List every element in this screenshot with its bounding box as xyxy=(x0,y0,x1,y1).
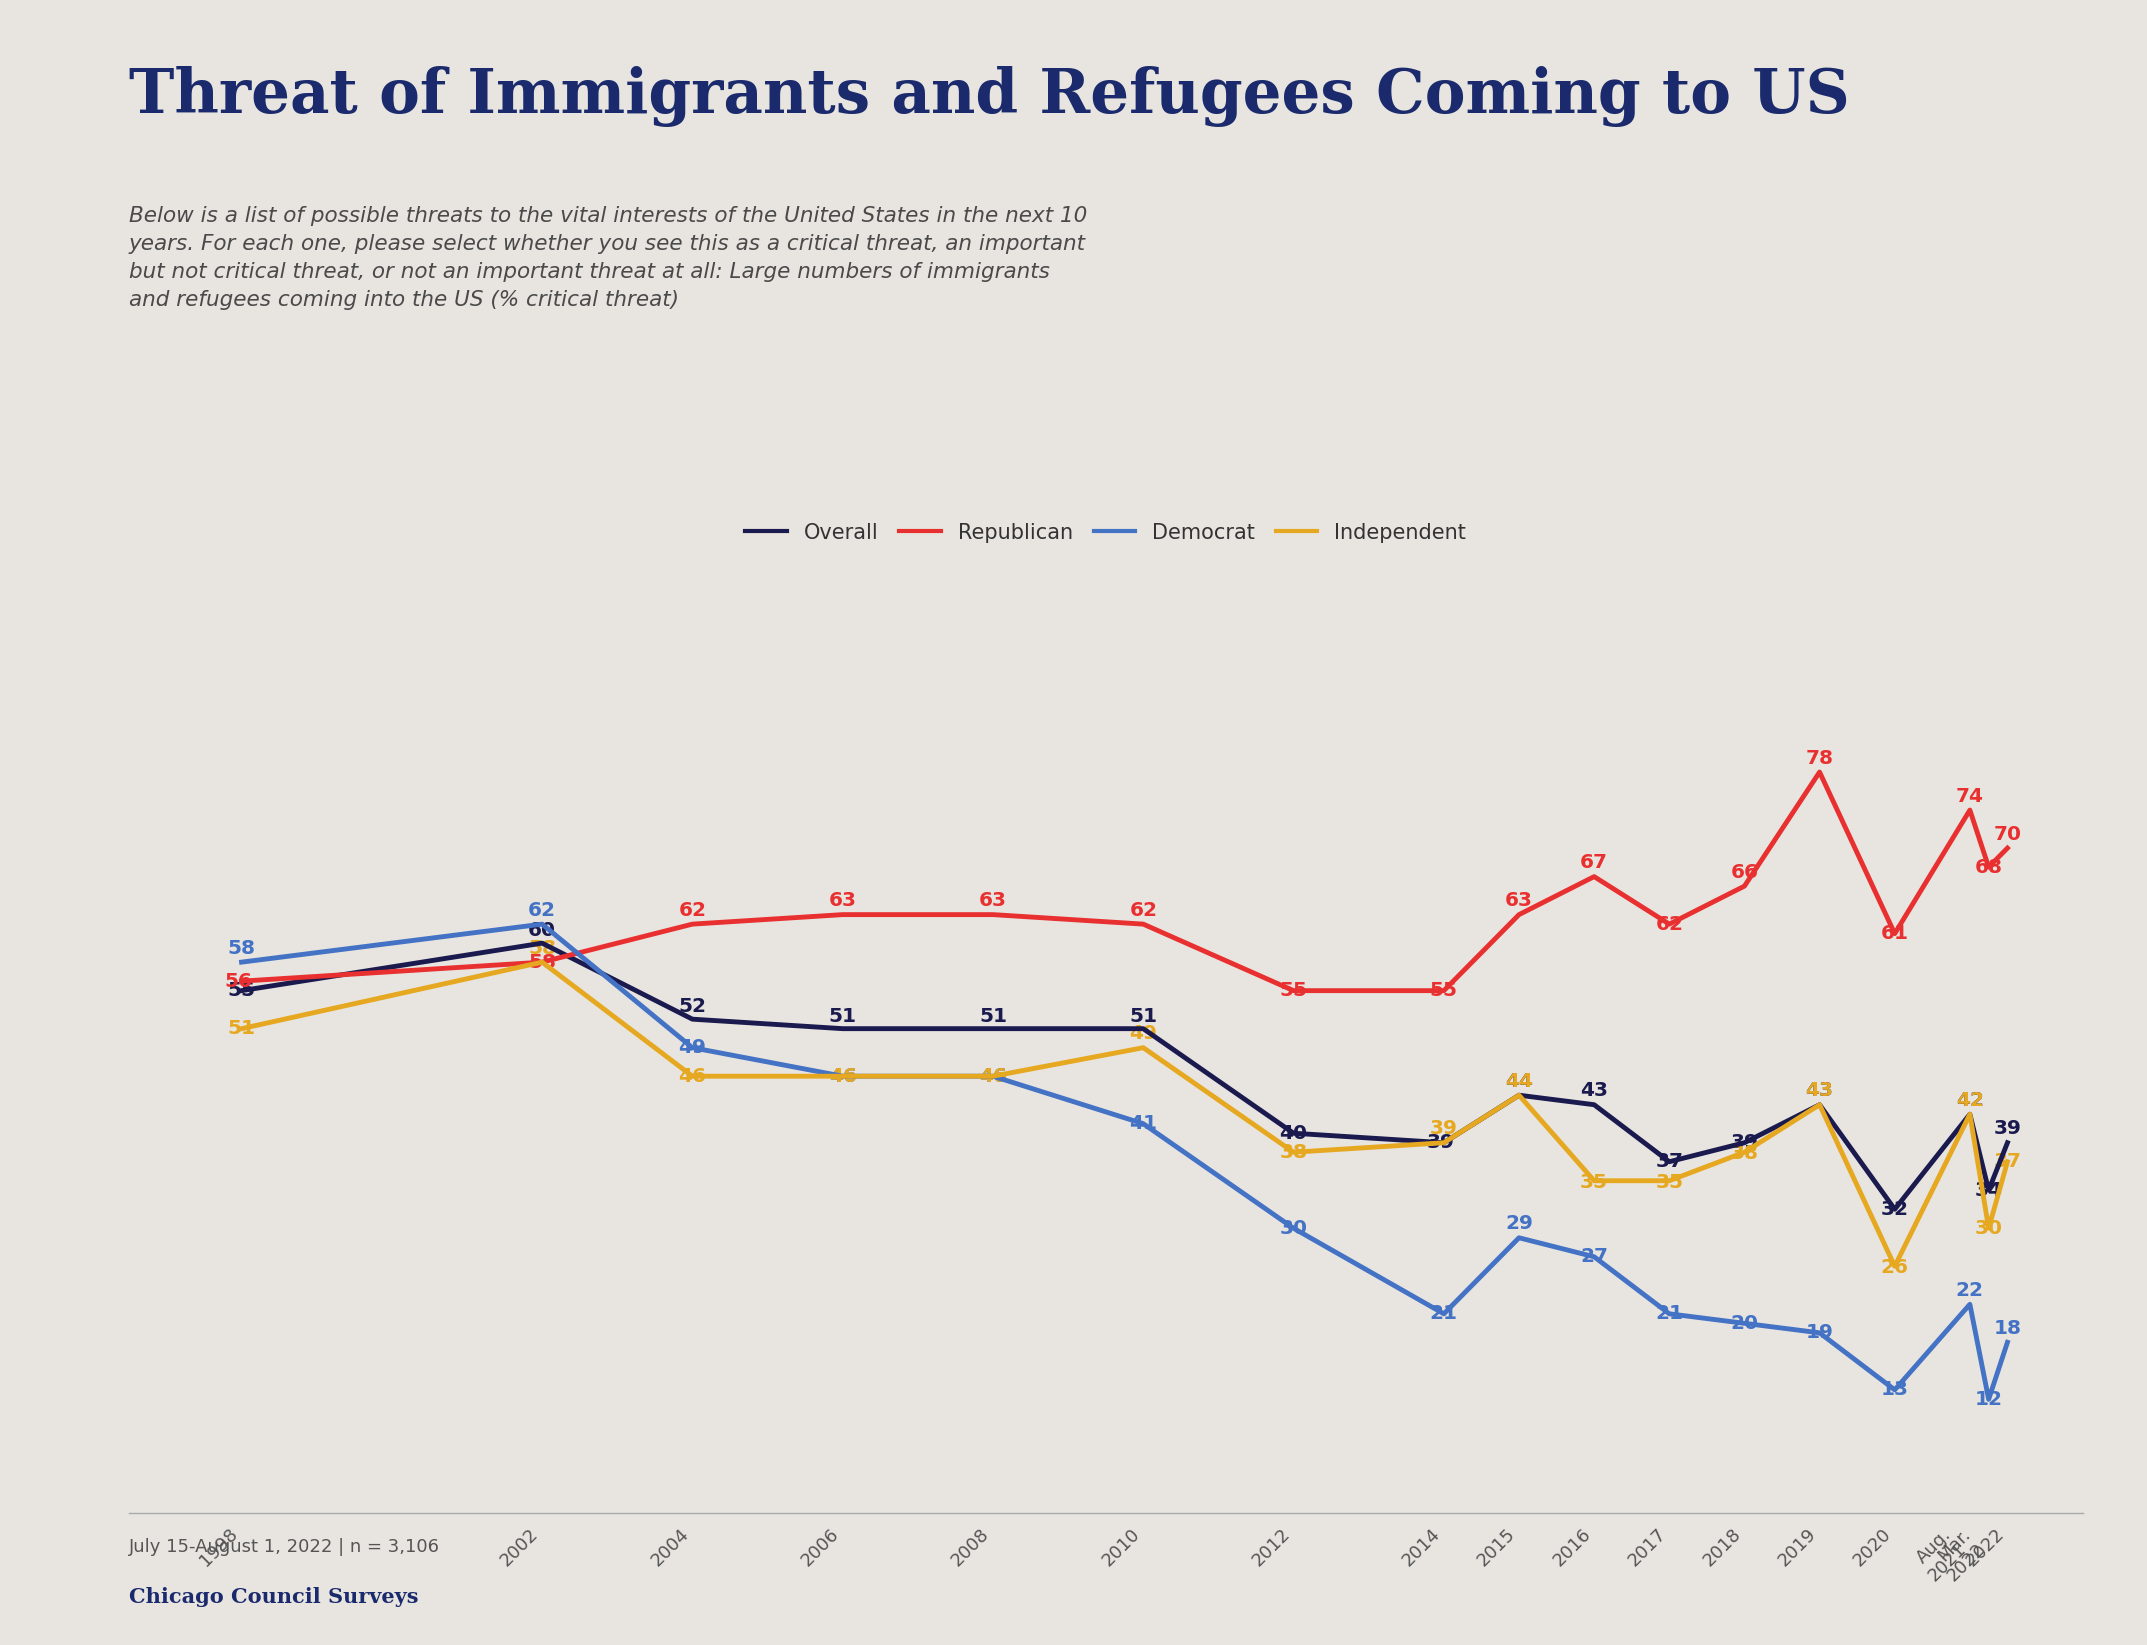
Text: 21: 21 xyxy=(1655,1304,1683,1323)
Text: Threat of Immigrants and Refugees Coming to US: Threat of Immigrants and Refugees Coming… xyxy=(129,66,1849,127)
Text: 66: 66 xyxy=(1730,862,1758,882)
Text: 38: 38 xyxy=(1280,1143,1308,1161)
Text: 42: 42 xyxy=(1956,1091,1984,1110)
Text: 63: 63 xyxy=(829,892,857,910)
Text: Below is a list of possible threats to the vital interests of the United States : Below is a list of possible threats to t… xyxy=(129,206,1086,309)
Text: 18: 18 xyxy=(1992,1319,2022,1337)
Text: 62: 62 xyxy=(1129,901,1157,920)
Text: 39: 39 xyxy=(1995,1119,2020,1138)
Text: 51: 51 xyxy=(979,1007,1007,1026)
Text: 40: 40 xyxy=(1280,1124,1308,1143)
Text: 27: 27 xyxy=(1580,1247,1608,1267)
Text: 26: 26 xyxy=(1881,1258,1909,1277)
Text: 62: 62 xyxy=(1655,915,1683,934)
Text: 58: 58 xyxy=(528,939,556,957)
Text: 78: 78 xyxy=(1806,748,1834,768)
Text: 67: 67 xyxy=(1580,854,1608,872)
Text: 46: 46 xyxy=(979,1066,1007,1086)
Text: 49: 49 xyxy=(678,1038,706,1058)
Text: 42: 42 xyxy=(1956,1091,1984,1110)
Text: 62: 62 xyxy=(528,901,556,920)
Text: 35: 35 xyxy=(1580,1173,1608,1191)
Text: 51: 51 xyxy=(1129,1007,1157,1026)
Text: 46: 46 xyxy=(678,1066,706,1086)
Text: 39: 39 xyxy=(1430,1119,1458,1138)
Text: 70: 70 xyxy=(1992,824,2022,844)
Text: 55: 55 xyxy=(228,980,255,1000)
Text: 46: 46 xyxy=(979,1066,1007,1086)
Text: Chicago Council Surveys: Chicago Council Surveys xyxy=(129,1587,419,1607)
Text: 55: 55 xyxy=(1280,980,1308,1000)
Text: 21: 21 xyxy=(1430,1304,1458,1323)
Text: 51: 51 xyxy=(228,1020,255,1038)
Text: 61: 61 xyxy=(1881,924,1909,943)
Text: 62: 62 xyxy=(678,901,706,920)
Text: 20: 20 xyxy=(1730,1314,1758,1332)
Text: 43: 43 xyxy=(1580,1081,1608,1101)
Text: 58: 58 xyxy=(528,952,556,972)
Text: 30: 30 xyxy=(1975,1219,2003,1237)
Text: 63: 63 xyxy=(979,892,1007,910)
Text: 46: 46 xyxy=(829,1066,857,1086)
Text: 35: 35 xyxy=(1655,1173,1683,1191)
Text: 43: 43 xyxy=(1806,1081,1834,1101)
Text: 37: 37 xyxy=(1992,1152,2022,1171)
Text: 63: 63 xyxy=(1505,892,1533,910)
Text: 38: 38 xyxy=(1730,1145,1758,1163)
Text: 60: 60 xyxy=(528,921,556,941)
Text: 29: 29 xyxy=(1505,1214,1533,1234)
Text: 44: 44 xyxy=(1505,1073,1533,1091)
Text: 13: 13 xyxy=(1881,1380,1909,1400)
Text: 56: 56 xyxy=(225,972,253,990)
Text: 32: 32 xyxy=(1881,1199,1909,1219)
Text: 55: 55 xyxy=(1430,980,1458,1000)
Text: 46: 46 xyxy=(829,1066,857,1086)
Legend: Overall, Republican, Democrat, Independent: Overall, Republican, Democrat, Independe… xyxy=(736,515,1475,551)
Text: 12: 12 xyxy=(1975,1390,2003,1408)
Text: 19: 19 xyxy=(1806,1323,1834,1342)
Text: 44: 44 xyxy=(1505,1073,1533,1091)
Text: 74: 74 xyxy=(1956,786,1984,806)
Text: 52: 52 xyxy=(678,997,706,1017)
Text: 68: 68 xyxy=(1975,857,2003,877)
Text: 22: 22 xyxy=(1956,1281,1984,1300)
Text: 58: 58 xyxy=(228,939,255,957)
Text: 49: 49 xyxy=(1129,1025,1157,1043)
Text: 51: 51 xyxy=(829,1007,857,1026)
Text: 37: 37 xyxy=(1655,1152,1683,1171)
Text: 34: 34 xyxy=(1975,1181,2003,1199)
Text: 30: 30 xyxy=(1280,1219,1308,1237)
Text: 39: 39 xyxy=(1730,1133,1758,1152)
Text: 41: 41 xyxy=(1129,1114,1157,1133)
Text: July 15-August 1, 2022 | n = 3,106: July 15-August 1, 2022 | n = 3,106 xyxy=(129,1538,440,1556)
Text: 43: 43 xyxy=(1806,1081,1834,1101)
Text: 39: 39 xyxy=(1428,1133,1456,1152)
